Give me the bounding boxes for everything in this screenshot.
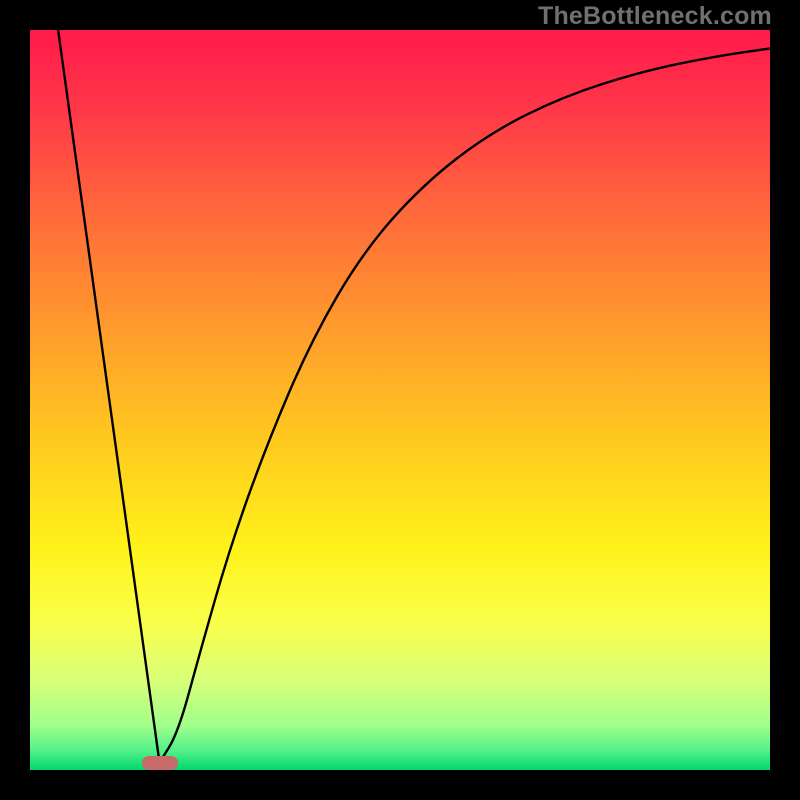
plot-area [30,30,770,770]
bottleneck-marker [142,756,178,770]
chart-container: TheBottleneck.com [0,0,800,800]
watermark-text: TheBottleneck.com [538,2,772,31]
bottleneck-curve [30,30,770,770]
